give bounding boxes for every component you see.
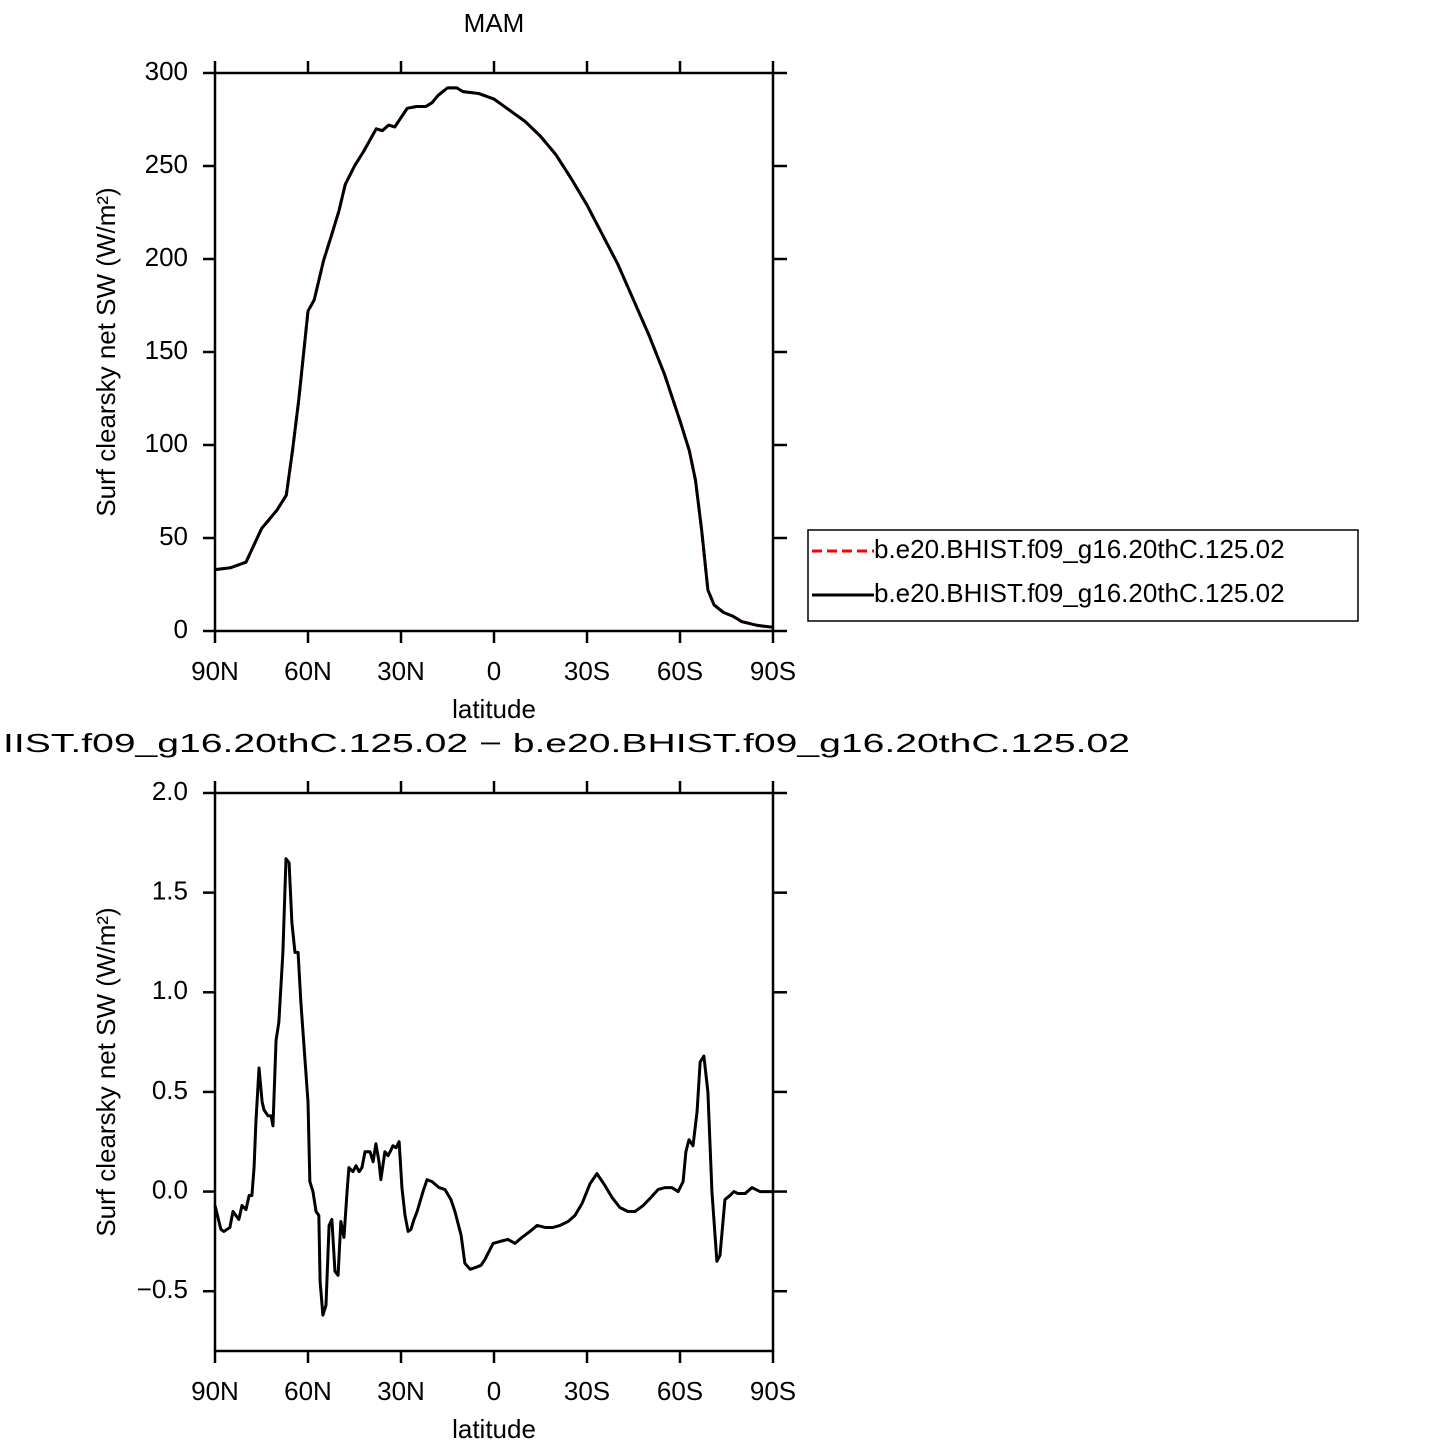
y-tick-label: 0: [174, 614, 188, 644]
y-tick-label: 200: [145, 242, 188, 272]
x-tick-label: 30S: [564, 1376, 610, 1406]
x-tick-label: 60S: [657, 1376, 703, 1406]
x-axis-label: latitude: [452, 694, 536, 724]
y-tick-label: −0.5: [137, 1274, 188, 1304]
x-tick-label: 60S: [657, 656, 703, 686]
chart-title: MAM: [464, 8, 525, 38]
y-tick-label: 0.0: [152, 1174, 188, 1204]
x-tick-label: 90S: [750, 1376, 796, 1406]
chart-title: IIST.f09_g16.20thC.125.02 − b.e20.BHIST.…: [3, 728, 1130, 758]
x-tick-label: 0: [487, 1376, 501, 1406]
x-tick-label: 60N: [284, 1376, 332, 1406]
y-axis-label: Surf clearsky net SW (W/m²): [91, 907, 121, 1236]
y-tick-label: 0.5: [152, 1075, 188, 1105]
line-series: [213, 857, 773, 1317]
x-tick-label: 90N: [191, 656, 239, 686]
plot-frame: [213, 791, 775, 1353]
line-series: [214, 86, 774, 629]
y-tick-label: 1.5: [152, 876, 188, 906]
y-tick-label: 100: [145, 428, 188, 458]
line-series: [214, 86, 774, 629]
plot-frame: [213, 71, 775, 633]
y-axis-label: Surf clearsky net SW (W/m²): [91, 187, 121, 516]
legend-label: b.e20.BHIST.f09_g16.20thC.125.02: [874, 578, 1285, 608]
legend-label: b.e20.BHIST.f09_g16.20thC.125.02: [874, 534, 1285, 564]
y-tick-label: 300: [145, 56, 188, 86]
y-tick-label: 150: [145, 335, 188, 365]
y-tick-label: 1.0: [152, 975, 188, 1005]
legend-box: [807, 529, 1359, 622]
y-tick-label: 2.0: [152, 776, 188, 806]
y-tick-label: 50: [159, 521, 188, 551]
x-tick-label: 30S: [564, 656, 610, 686]
x-tick-label: 0: [487, 656, 501, 686]
x-tick-label: 90S: [750, 656, 796, 686]
x-axis-label: latitude: [452, 1414, 536, 1444]
x-tick-label: 60N: [284, 656, 332, 686]
y-tick-label: 250: [145, 149, 188, 179]
x-tick-label: 30N: [377, 656, 425, 686]
x-tick-label: 90N: [191, 1376, 239, 1406]
x-tick-label: 30N: [377, 1376, 425, 1406]
